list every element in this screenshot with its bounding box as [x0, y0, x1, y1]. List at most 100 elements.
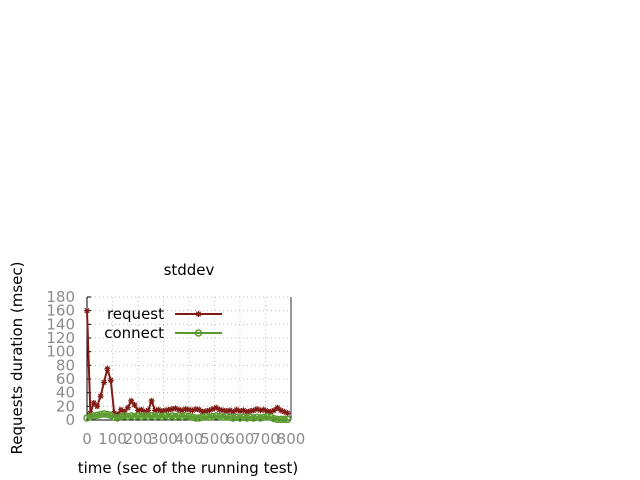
connect-point — [161, 412, 169, 420]
connect-point — [100, 410, 108, 418]
connect-point — [124, 412, 132, 421]
connect-point — [205, 413, 214, 422]
connect-point — [266, 413, 275, 422]
connect-point — [188, 413, 197, 422]
connect-point — [202, 412, 210, 421]
series-layer — [83, 307, 292, 424]
connect-point — [158, 412, 166, 421]
connect-point — [236, 414, 244, 422]
request-point — [90, 399, 97, 406]
y-tick-label: 80 — [56, 356, 75, 374]
connect-point — [280, 415, 288, 424]
request-point — [182, 406, 189, 413]
x-tick-label: 700 — [251, 430, 280, 448]
y-tick-label: 20 — [56, 397, 75, 415]
legend-marker-request — [195, 311, 202, 317]
y-axis-title: Requests duration (msec) — [8, 261, 26, 454]
request-point — [104, 365, 111, 372]
connect-point — [141, 412, 149, 420]
request-point — [124, 404, 131, 411]
connect-point — [219, 413, 227, 422]
request-point — [148, 397, 155, 404]
connect-point — [103, 410, 112, 419]
request-point — [84, 307, 90, 314]
connect-point — [229, 414, 237, 422]
connect-point — [283, 415, 292, 424]
connect-point — [263, 412, 271, 421]
request-point — [233, 406, 240, 413]
connect-point — [171, 412, 180, 421]
legend-label-connect: connect — [104, 324, 164, 342]
connect-point — [181, 412, 190, 420]
connect-point — [260, 413, 268, 422]
connect-point — [215, 412, 224, 421]
connect-point — [154, 412, 163, 420]
y-tick-label: 100 — [46, 343, 75, 361]
connect-point — [117, 412, 125, 421]
connect-point — [120, 412, 129, 420]
connect-point — [195, 414, 203, 422]
legend-marker-connect — [194, 329, 203, 337]
connect-point — [232, 413, 241, 422]
y-tick-label: 140 — [46, 315, 75, 333]
connect-point — [226, 413, 234, 422]
x-tick-label: 400 — [175, 430, 204, 448]
connect-point — [164, 412, 173, 421]
y-tick-label: 180 — [46, 288, 75, 306]
request-point — [145, 407, 152, 414]
connect-point — [144, 412, 152, 421]
x-tick-label: 600 — [226, 430, 255, 448]
connect-point — [256, 414, 265, 422]
y-tick-label: 160 — [46, 302, 75, 320]
connect-point — [273, 415, 282, 424]
request-point — [277, 407, 284, 414]
connect-point — [110, 413, 118, 422]
connect-point — [243, 414, 251, 422]
request-point — [131, 401, 138, 408]
request-point — [101, 379, 107, 386]
connect-point — [134, 412, 142, 420]
connect-point — [198, 413, 207, 422]
connect-point — [185, 412, 193, 421]
connect-point — [96, 410, 105, 419]
connect-point — [209, 412, 217, 421]
request-point — [107, 377, 114, 384]
y-tick-label: 60 — [56, 370, 75, 388]
connect-point — [113, 414, 122, 422]
y-tick-label: 0 — [65, 411, 75, 429]
connect-point — [93, 411, 101, 419]
y-tick-label: 40 — [56, 384, 75, 402]
connect-point — [130, 412, 139, 421]
request-point — [284, 410, 291, 417]
connect-point — [147, 412, 156, 420]
request-point — [94, 403, 101, 410]
connect-point — [178, 412, 186, 421]
connect-point — [249, 414, 258, 422]
connect-point — [277, 415, 285, 424]
connect-point — [212, 412, 220, 420]
x-tick-label: 0 — [82, 430, 92, 448]
connect-point — [168, 412, 176, 420]
x-tick-label: 200 — [124, 430, 153, 448]
connect-point — [86, 412, 95, 421]
legend-label-request: request — [107, 305, 164, 323]
connect-point — [175, 412, 183, 420]
x-tick-label: 800 — [277, 430, 306, 448]
connect-point — [83, 414, 91, 422]
connect-point — [151, 412, 159, 421]
connect-point — [90, 412, 98, 420]
connect-point — [246, 413, 254, 422]
connect-point — [192, 414, 200, 422]
chart-title: stddev — [164, 261, 215, 279]
connect-point — [270, 414, 278, 423]
y-tick-label: 120 — [46, 329, 75, 347]
connect-point — [253, 413, 261, 422]
request-point — [97, 393, 104, 400]
connect-point — [137, 412, 146, 421]
connect-point — [127, 412, 135, 420]
x-tick-label: 300 — [149, 430, 178, 448]
x-axis-title: time (sec of the running test) — [78, 459, 299, 477]
